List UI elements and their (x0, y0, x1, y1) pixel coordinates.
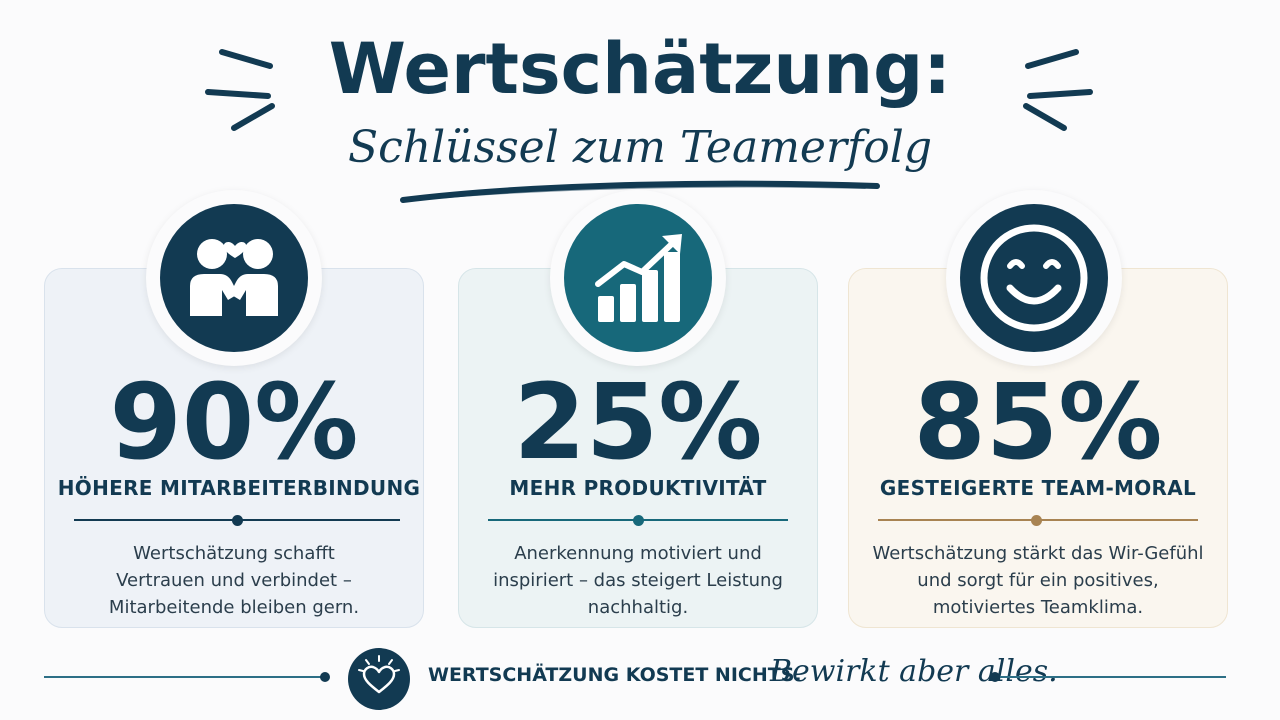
stat-description-morale: Wertschätzung stärkt das Wir-Gefühl und … (872, 543, 1204, 618)
brush-underline (400, 180, 880, 203)
footer-line-right (1000, 676, 1226, 678)
stat-label-retention: HÖHERE MITARBEITERBINDUNG (57, 476, 421, 500)
icon-ring-productivity (550, 190, 726, 366)
left-flourish-icon (205, 49, 275, 131)
footer-dot-left (320, 672, 330, 682)
stat-label-morale: GESTEIGERTE TEAM-MORAL (879, 476, 1197, 500)
icon-ring-morale (946, 190, 1122, 366)
footer-slogan-script: Bewirkt aber alles. (770, 654, 1058, 689)
smiley-face-icon (980, 224, 1088, 332)
page-title: Wertschätzung: (328, 28, 952, 110)
stat-description-retention: Wertschätzung schafft Vertrauen und verb… (108, 543, 360, 618)
footer-badge (348, 648, 410, 710)
icon-ring-retention (146, 190, 322, 366)
stat-value-retention: 90% (109, 361, 359, 483)
right-flourish-icon (1023, 49, 1093, 131)
heart-sparkle-icon (358, 655, 400, 694)
growth-chart-icon (595, 234, 682, 322)
stat-value-productivity: 25% (513, 361, 763, 483)
stat-label-productivity: MEHR PRODUKTIVITÄT (509, 476, 767, 500)
divider-dot (1031, 515, 1042, 526)
footer-line-left (44, 676, 326, 678)
page-subtitle: Schlüssel zum Teamerfolg (347, 122, 933, 173)
handshake-heart-icon (190, 239, 278, 316)
stat-value-morale: 85% (913, 361, 1163, 483)
footer-dot-right (990, 672, 1000, 682)
divider-dot (633, 515, 644, 526)
stat-description-productivity: Anerkennung motiviert und inspiriert – d… (493, 543, 783, 618)
footer-slogan-bold: WERTSCHÄTZUNG KOSTET NICHTS. (428, 664, 802, 686)
divider-dot (232, 515, 243, 526)
